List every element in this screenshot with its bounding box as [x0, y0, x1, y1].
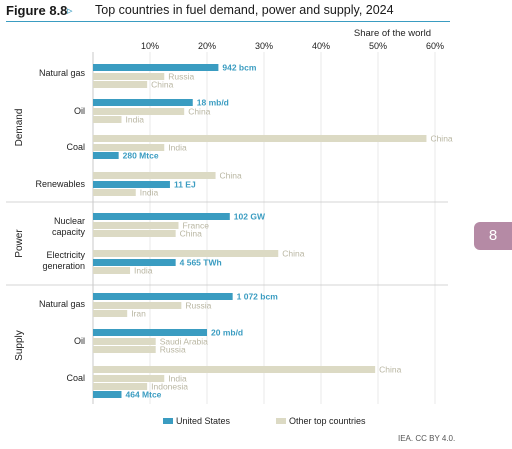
category-label: Natural gas — [39, 299, 86, 309]
x-axis-title: Share of the world — [354, 28, 431, 39]
bar-data-label: 464 Mtce — [126, 390, 162, 400]
bar-other-country — [93, 250, 279, 257]
bar-data-label: Russia — [160, 345, 186, 355]
bar-other-country — [93, 222, 179, 229]
bar-data-label: Russia — [168, 72, 194, 82]
bar-data-label: China — [151, 80, 173, 90]
bar-other-country — [93, 73, 165, 80]
bar-data-label: France — [183, 221, 210, 231]
bar-other-country — [93, 230, 176, 237]
bar-united-states — [93, 64, 219, 71]
bar-other-country — [93, 310, 128, 317]
bar-other-country — [93, 189, 136, 196]
x-tick-label: 20% — [198, 41, 216, 51]
bar-data-label: Iran — [131, 309, 146, 319]
bar-other-country — [93, 383, 148, 390]
figure-arrow-icon: ▹ — [67, 5, 73, 17]
bar-other-country — [93, 346, 156, 353]
bar-data-label: India — [140, 188, 159, 198]
bar-data-label: Indonesia — [151, 382, 188, 392]
bar-united-states — [93, 213, 230, 220]
bar-united-states — [93, 181, 170, 188]
legend-swatch-united-states — [163, 418, 173, 424]
category-label: Natural gas — [39, 68, 86, 78]
category-label: Oil — [74, 336, 85, 346]
group-label-supply: Supply — [14, 330, 25, 361]
bar-data-label: India — [126, 115, 145, 125]
x-tick-label: 50% — [369, 41, 387, 51]
bar-data-label: India — [168, 143, 187, 153]
bar-data-label: 102 GW — [234, 212, 266, 222]
bar-data-label: China — [188, 107, 210, 117]
bar-united-states — [93, 391, 122, 398]
bar-other-country — [93, 144, 165, 151]
figure-number: Figure 8.8 — [6, 3, 68, 18]
category-label: Nuclear — [54, 216, 85, 226]
x-tick-label: 60% — [426, 41, 444, 51]
legend-swatch-other-countries — [276, 418, 286, 424]
bar-data-label: China — [430, 134, 452, 144]
bar-other-country — [93, 108, 185, 115]
category-label: capacity — [52, 227, 86, 237]
bar-data-label: 942 bcm — [222, 63, 256, 73]
bar-data-label: Saudi Arabia — [160, 337, 208, 347]
bar-data-label: Russia — [185, 301, 211, 311]
category-label: Electricity — [46, 250, 85, 260]
x-tick-label: 10% — [141, 41, 159, 51]
bar-data-label: 1 072 bcm — [237, 292, 279, 302]
bar-united-states — [93, 152, 119, 159]
category-label: Renewables — [35, 179, 85, 189]
figure-header: Figure 8.8 ▹ Top countries in fuel deman… — [0, 0, 512, 22]
bar-united-states — [93, 99, 193, 106]
bar-data-label: China — [282, 249, 304, 259]
bar-data-label: India — [134, 266, 153, 276]
bar-united-states — [93, 329, 207, 336]
group-label-power: Power — [14, 229, 25, 258]
bar-other-country — [93, 116, 122, 123]
chapter-badge: 8 — [474, 222, 512, 250]
bar-other-country — [93, 338, 156, 345]
bar-data-label: China — [180, 229, 202, 239]
bar-data-label: China — [220, 171, 242, 181]
bar-other-country — [93, 135, 427, 142]
group-label-demand: Demand — [14, 109, 25, 147]
bar-data-label: 20 mb/d — [211, 328, 243, 338]
bar-data-label: 280 Mtce — [123, 151, 159, 161]
header-rule — [6, 21, 450, 22]
category-label: Oil — [74, 106, 85, 116]
category-label: generation — [42, 261, 85, 271]
category-label: Coal — [66, 142, 85, 152]
bar-data-label: 4 565 TWh — [180, 258, 222, 268]
bar-other-country — [93, 375, 165, 382]
legend-label-other-countries: Other top countries — [289, 416, 366, 426]
bar-other-country — [93, 81, 148, 88]
bar-united-states — [93, 293, 233, 300]
bar-data-label: 11 EJ — [174, 180, 196, 190]
bar-data-label: India — [168, 374, 187, 384]
bar-other-country — [93, 267, 131, 274]
x-tick-label: 40% — [312, 41, 330, 51]
figure-title: Top countries in fuel demand, power and … — [95, 3, 394, 17]
legend-label-united-states: United States — [176, 416, 231, 426]
bar-other-country — [93, 302, 182, 309]
x-tick-label: 30% — [255, 41, 273, 51]
bar-other-country — [93, 172, 216, 179]
bar-other-country — [93, 366, 376, 373]
credit-text: IEA. CC BY 4.0. — [398, 434, 456, 443]
category-label: Coal — [66, 373, 85, 383]
bar-data-label: 18 mb/d — [197, 98, 229, 108]
bar-united-states — [93, 259, 176, 266]
bar-data-label: China — [379, 365, 401, 375]
